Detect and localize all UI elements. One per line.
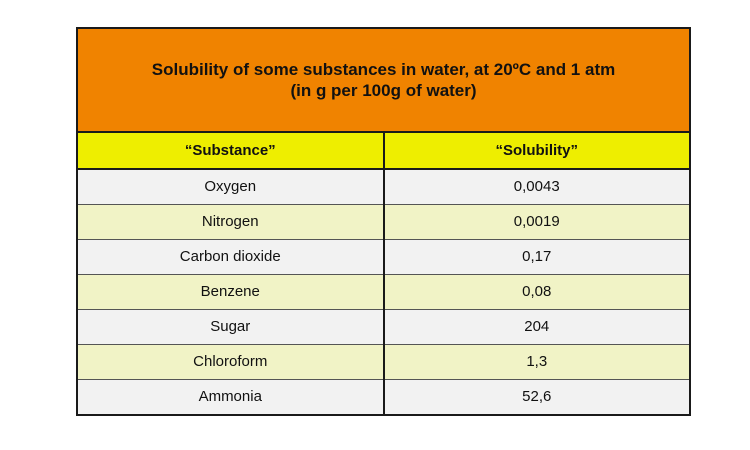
table-title-line-2: (in g per 100g of water): [290, 81, 477, 100]
table-row: Ammonia 52,6: [78, 379, 689, 414]
cell-substance: Carbon dioxide: [78, 239, 385, 275]
table-row: Sugar 204: [78, 309, 689, 345]
table-row: Chloroform 1,3: [78, 344, 689, 380]
header-row: “Substance” “Solubility”: [78, 133, 689, 170]
cell-substance: Nitrogen: [78, 204, 385, 240]
cell-substance: Benzene: [78, 274, 385, 310]
cell-solubility: 0,0043: [383, 169, 689, 205]
cell-solubility: 0,0019: [383, 204, 689, 240]
cell-substance: Oxygen: [78, 169, 385, 205]
table-row: Benzene 0,08: [78, 274, 689, 310]
cell-solubility: 1,3: [383, 344, 689, 380]
cell-substance: Sugar: [78, 309, 385, 345]
data-table: “Substance” “Solubility” Oxygen 0,0043 N…: [78, 133, 689, 414]
solubility-table: Solubility of some substances in water, …: [76, 27, 691, 416]
cell-substance: Ammonia: [78, 379, 385, 414]
cell-solubility: 0,17: [383, 239, 689, 275]
table-title: Solubility of some substances in water, …: [78, 29, 689, 133]
cell-substance: Chloroform: [78, 344, 385, 380]
cell-solubility: 204: [383, 309, 689, 345]
table-title-line-1: Solubility of some substances in water, …: [151, 60, 616, 79]
cell-solubility: 52,6: [383, 379, 689, 414]
header-solubility: “Solubility”: [383, 133, 689, 170]
table-row: Nitrogen 0,0019: [78, 204, 689, 240]
cell-solubility: 0,08: [383, 274, 689, 310]
table-row: Oxygen 0,0043: [78, 169, 689, 205]
table-row: Carbon dioxide 0,17: [78, 239, 689, 275]
header-substance: “Substance”: [78, 133, 385, 170]
